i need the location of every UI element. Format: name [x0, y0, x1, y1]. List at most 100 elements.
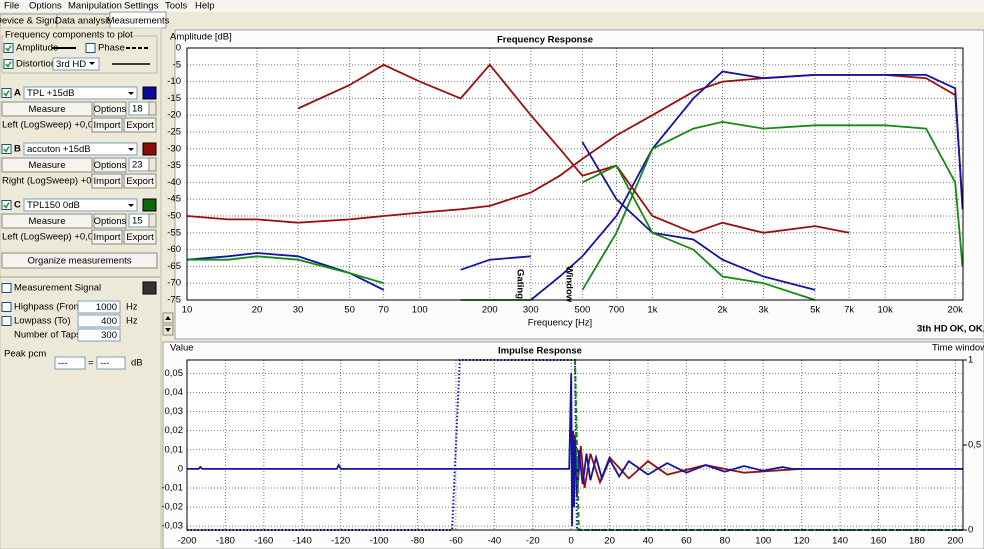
spinner[interactable] — [148, 213, 157, 228]
input[interactable] — [77, 314, 121, 328]
x-tick-label: 80 — [720, 536, 731, 547]
button[interactable] — [1, 101, 93, 117]
button[interactable] — [1, 252, 158, 269]
x-tick-label: -140 — [293, 536, 312, 547]
measurement-letter: A — [14, 88, 21, 99]
x-tick-label: 0 — [569, 536, 574, 547]
label: Peak pcm — [4, 349, 46, 360]
button[interactable] — [93, 157, 127, 173]
y-tick-label: -65 — [167, 261, 181, 272]
label: Measurement Signal — [14, 283, 101, 294]
label: Right (LogSweep) +0,0dB — [2, 176, 111, 187]
color-swatch[interactable] — [142, 86, 157, 100]
color-swatch[interactable] — [142, 198, 157, 212]
x-tick-label: 700 — [608, 305, 624, 316]
x-tick-label: 70 — [378, 305, 389, 316]
menu-item[interactable]: File — [4, 1, 19, 12]
label: Amplitude — [16, 43, 58, 54]
button[interactable] — [123, 173, 157, 189]
chart-title: Frequency Response — [497, 35, 593, 46]
button[interactable] — [91, 117, 123, 133]
x-tick-label: 300 — [523, 305, 539, 316]
input[interactable] — [54, 356, 86, 370]
input[interactable] — [23, 142, 138, 156]
button[interactable] — [123, 117, 157, 133]
checkbox[interactable] — [85, 43, 96, 53]
label: = — [88, 358, 94, 369]
x-tick-label: 10k — [878, 305, 894, 316]
button-label: Options — [94, 216, 127, 227]
input[interactable] — [23, 86, 138, 100]
button-label: Measure — [29, 104, 66, 115]
input[interactable] — [96, 356, 126, 370]
menu-item[interactable]: Options — [29, 1, 62, 12]
checkbox[interactable] — [1, 283, 12, 293]
input-value: 15 — [132, 216, 143, 227]
check-mark — [3, 202, 10, 209]
button-label: Import — [94, 232, 121, 243]
checkbox[interactable] — [1, 200, 12, 210]
checkbox[interactable] — [3, 59, 14, 69]
checkbox[interactable] — [1, 316, 12, 326]
series-line — [187, 373, 963, 527]
menu-item[interactable]: Help — [195, 1, 215, 12]
menu-item[interactable]: Manipulation — [68, 1, 122, 12]
y-tick-label: -0,01 — [161, 482, 183, 493]
button[interactable] — [93, 213, 127, 229]
x-tick-label: 20k — [948, 305, 964, 316]
spinner[interactable] — [148, 157, 157, 172]
input-value: 23 — [132, 160, 143, 171]
checkbox[interactable] — [1, 302, 12, 312]
group-title-bg — [4, 30, 122, 40]
input[interactable] — [77, 300, 121, 314]
input[interactable] — [23, 198, 138, 212]
input-value: accuton +15dB — [27, 144, 91, 155]
check-mark — [3, 146, 10, 153]
y-tick-label: -25 — [167, 127, 181, 138]
label: Hz — [126, 316, 138, 327]
input-value: TPL150 0dB — [27, 200, 80, 211]
button[interactable] — [91, 173, 123, 189]
menu-item[interactable]: Tools — [165, 1, 187, 12]
menu-item[interactable]: Settings — [124, 1, 159, 12]
x-tick-label: -120 — [331, 536, 350, 547]
input-value: --- — [100, 358, 110, 369]
y-tick-label: -30 — [167, 143, 181, 154]
y-tick-label: -35 — [167, 160, 181, 171]
dropdown-arrow — [128, 204, 134, 207]
y-tick-label: -45 — [167, 194, 181, 205]
color-swatch[interactable] — [142, 142, 157, 156]
series-line — [187, 141, 816, 291]
plot-area — [187, 48, 963, 300]
x-tick-label: 1k — [647, 305, 657, 316]
x-tick-label: 200 — [947, 536, 963, 547]
y-tick-label: -75 — [167, 295, 181, 306]
checkbox[interactable] — [3, 43, 14, 53]
y-tick-label: 0,05 — [165, 368, 184, 379]
button[interactable] — [93, 101, 127, 117]
button[interactable] — [123, 229, 157, 245]
color-swatch[interactable] — [142, 281, 157, 295]
x-tick-label: 500 — [574, 305, 590, 316]
check-mark — [5, 61, 12, 68]
button-label: Measure — [29, 216, 66, 227]
series-line — [530, 70, 963, 301]
label: Highpass (From) — [14, 302, 85, 313]
y-tick-label: 0,02 — [165, 425, 184, 436]
input[interactable] — [52, 57, 100, 71]
button[interactable] — [1, 213, 93, 229]
input[interactable] — [77, 328, 121, 342]
y-tick-label: -0,03 — [161, 521, 183, 532]
checkbox[interactable] — [1, 144, 12, 154]
button[interactable] — [91, 229, 123, 245]
tab-label: Measurements — [107, 16, 170, 27]
x-axis-label: Frequency [Hz] — [528, 318, 592, 329]
spinner[interactable] — [148, 101, 157, 116]
x-tick-label: -40 — [487, 536, 501, 547]
chart-title: Impulse Response — [498, 346, 582, 357]
checkbox[interactable] — [1, 88, 12, 98]
button[interactable] — [1, 157, 93, 173]
label: dB — [131, 358, 143, 369]
series-line — [297, 63, 850, 234]
x-tick-label: 60 — [681, 536, 692, 547]
